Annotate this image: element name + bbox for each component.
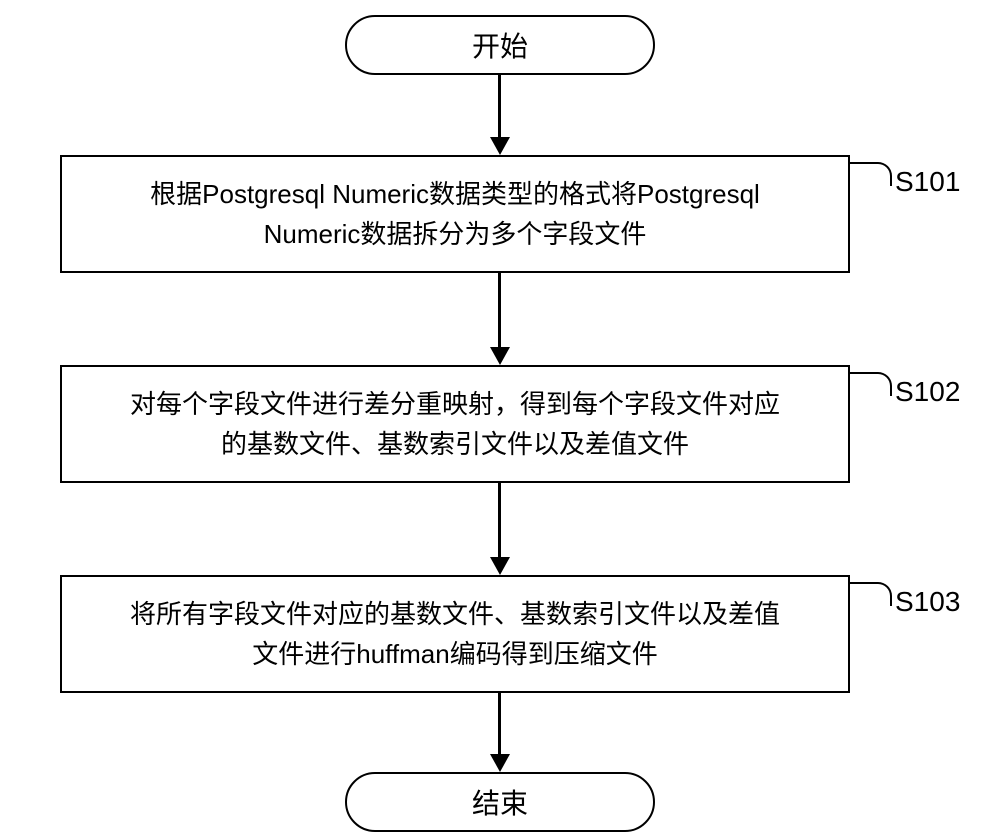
label-s103: S103	[895, 586, 960, 618]
label-connector-s103	[850, 582, 892, 606]
end-node: 结束	[345, 772, 655, 832]
arrow-3-line	[498, 483, 501, 557]
label-connector-s101	[850, 162, 892, 186]
process-s102: 对每个字段文件进行差分重映射，得到每个字段文件对应 的基数文件、基数索引文件以及…	[60, 365, 850, 483]
start-node: 开始	[345, 15, 655, 75]
end-text: 结束	[472, 782, 528, 822]
arrow-1-head	[490, 137, 510, 155]
label-s102: S102	[895, 376, 960, 408]
arrow-4-head	[490, 754, 510, 772]
label-connector-s102	[850, 372, 892, 396]
process-s102-text: 对每个字段文件进行差分重映射，得到每个字段文件对应 的基数文件、基数索引文件以及…	[130, 384, 780, 465]
process-s101: 根据Postgresql Numeric数据类型的格式将Postgresql N…	[60, 155, 850, 273]
arrow-1-line	[498, 75, 501, 137]
label-s101: S101	[895, 166, 960, 198]
arrow-2-line	[498, 273, 501, 347]
flowchart-container: 开始 根据Postgresql Numeric数据类型的格式将Postgresq…	[0, 0, 1000, 833]
process-s101-text: 根据Postgresql Numeric数据类型的格式将Postgresql N…	[150, 174, 760, 255]
process-s103-text: 将所有字段文件对应的基数文件、基数索引文件以及差值 文件进行huffman编码得…	[130, 594, 780, 675]
arrow-2-head	[490, 347, 510, 365]
process-s103: 将所有字段文件对应的基数文件、基数索引文件以及差值 文件进行huffman编码得…	[60, 575, 850, 693]
arrow-4-line	[498, 693, 501, 754]
arrow-3-head	[490, 557, 510, 575]
start-text: 开始	[472, 25, 528, 65]
